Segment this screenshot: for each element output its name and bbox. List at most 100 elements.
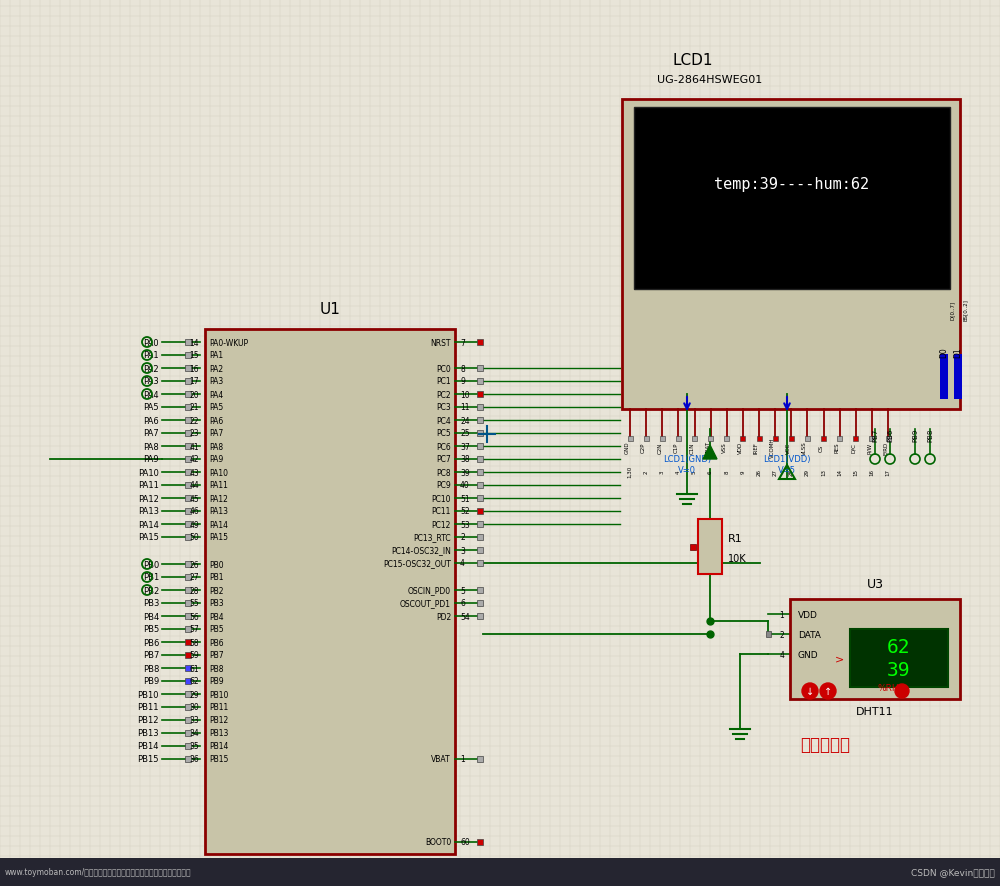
- Text: VDD: VDD: [738, 441, 743, 454]
- Text: 61: 61: [189, 664, 199, 672]
- Text: PA5: PA5: [143, 403, 159, 412]
- Text: LCD1(GND): LCD1(GND): [663, 455, 711, 463]
- Text: PB14: PB14: [209, 742, 228, 750]
- Bar: [477, 483, 483, 488]
- Text: 14: 14: [189, 338, 199, 347]
- Bar: [185, 444, 191, 449]
- Text: PB11: PB11: [138, 703, 159, 711]
- Text: PA2: PA2: [143, 364, 159, 373]
- Text: 5: 5: [692, 470, 697, 473]
- Text: 8: 8: [460, 364, 465, 373]
- Text: PC2: PC2: [436, 390, 451, 399]
- Text: 17: 17: [189, 377, 199, 386]
- Text: 14: 14: [837, 468, 842, 475]
- Text: 3: 3: [460, 546, 465, 555]
- Bar: [477, 417, 483, 424]
- Text: PC10: PC10: [432, 494, 451, 503]
- Text: 7: 7: [460, 338, 465, 347]
- Text: 15: 15: [853, 468, 858, 475]
- Bar: [185, 495, 191, 501]
- Text: PB6: PB6: [887, 428, 893, 441]
- Bar: [185, 353, 191, 359]
- Bar: [628, 437, 633, 441]
- Bar: [954, 354, 962, 400]
- Bar: [724, 437, 729, 441]
- Text: PB1: PB1: [209, 573, 224, 582]
- Text: PB8: PB8: [143, 664, 159, 672]
- Bar: [477, 613, 483, 619]
- Bar: [477, 601, 483, 606]
- Text: PC9: PC9: [436, 481, 451, 490]
- Text: LCD1: LCD1: [672, 52, 712, 67]
- Text: 25: 25: [460, 429, 470, 438]
- Text: 23: 23: [189, 429, 199, 438]
- Text: 26: 26: [757, 468, 762, 475]
- Text: PA12: PA12: [138, 494, 159, 503]
- Bar: [185, 691, 191, 697]
- Text: >: >: [835, 653, 845, 664]
- Text: PA13: PA13: [138, 507, 159, 516]
- Text: 1: 1: [460, 755, 465, 764]
- Text: PB4: PB4: [209, 612, 224, 621]
- Text: 29: 29: [805, 468, 810, 475]
- Text: 28: 28: [190, 586, 199, 595]
- Text: 62: 62: [189, 677, 199, 686]
- Bar: [185, 587, 191, 594]
- Bar: [185, 522, 191, 527]
- Text: 9: 9: [740, 470, 745, 473]
- Text: 调节温湿度: 调节温湿度: [800, 735, 850, 753]
- Text: PB7: PB7: [143, 650, 159, 660]
- Text: PA14: PA14: [138, 520, 159, 529]
- Bar: [477, 495, 483, 501]
- Text: NRST: NRST: [431, 338, 451, 347]
- Text: PB5: PB5: [209, 625, 224, 633]
- Text: PA0-WKUP: PA0-WKUP: [209, 338, 248, 347]
- Text: PC12: PC12: [432, 520, 451, 529]
- Text: D0: D0: [940, 346, 948, 358]
- Bar: [185, 652, 191, 658]
- Text: PC4: PC4: [436, 416, 451, 425]
- Bar: [644, 437, 649, 441]
- Text: PB2: PB2: [143, 586, 159, 595]
- Text: PB3: PB3: [209, 599, 224, 608]
- Text: PB10: PB10: [209, 689, 228, 699]
- Text: 15: 15: [189, 351, 199, 360]
- Circle shape: [820, 683, 836, 699]
- Text: 22: 22: [190, 416, 199, 425]
- Text: temp:39----hum:62: temp:39----hum:62: [714, 176, 870, 191]
- Text: RES: RES: [835, 442, 840, 453]
- Text: 54: 54: [460, 612, 470, 621]
- Bar: [185, 613, 191, 619]
- Text: PA11: PA11: [138, 481, 159, 490]
- Text: PB9: PB9: [209, 677, 224, 686]
- Text: R1: R1: [728, 533, 743, 544]
- Text: 45: 45: [189, 494, 199, 503]
- Text: PC13_RTC: PC13_RTC: [413, 532, 451, 542]
- Text: PA9: PA9: [143, 455, 159, 464]
- Bar: [740, 437, 745, 441]
- Text: 6: 6: [708, 470, 713, 473]
- Bar: [477, 392, 483, 398]
- Text: PB12: PB12: [138, 716, 159, 725]
- Text: DATA: DATA: [798, 630, 821, 639]
- Bar: [185, 704, 191, 711]
- Text: 43: 43: [189, 468, 199, 477]
- Text: IREF: IREF: [754, 441, 759, 454]
- Text: PA4: PA4: [143, 390, 159, 399]
- Bar: [185, 509, 191, 515]
- Bar: [940, 354, 948, 400]
- Bar: [477, 839, 483, 845]
- Text: PB11: PB11: [209, 703, 228, 711]
- Bar: [477, 522, 483, 527]
- Text: PA12: PA12: [209, 494, 228, 503]
- Bar: [185, 405, 191, 410]
- Text: 27: 27: [189, 573, 199, 582]
- Text: PA13: PA13: [209, 507, 228, 516]
- Text: 4: 4: [460, 559, 465, 568]
- Text: 58: 58: [189, 638, 199, 647]
- Text: C2P: C2P: [641, 442, 646, 453]
- Text: 62: 62: [887, 637, 911, 657]
- Text: 11: 11: [460, 403, 470, 412]
- Text: GND: GND: [798, 649, 819, 659]
- Text: VDD: VDD: [798, 610, 818, 618]
